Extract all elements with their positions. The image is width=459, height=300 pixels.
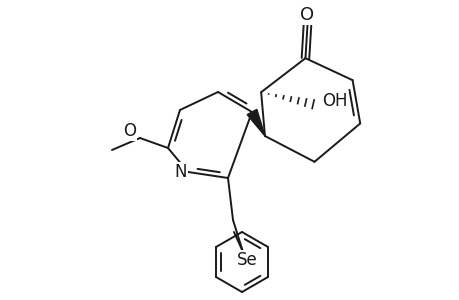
Text: N: N bbox=[174, 163, 187, 181]
Text: O: O bbox=[123, 122, 136, 140]
Text: O: O bbox=[300, 6, 314, 24]
Polygon shape bbox=[246, 110, 264, 136]
Text: Se: Se bbox=[236, 251, 257, 269]
Text: OH: OH bbox=[322, 92, 347, 110]
